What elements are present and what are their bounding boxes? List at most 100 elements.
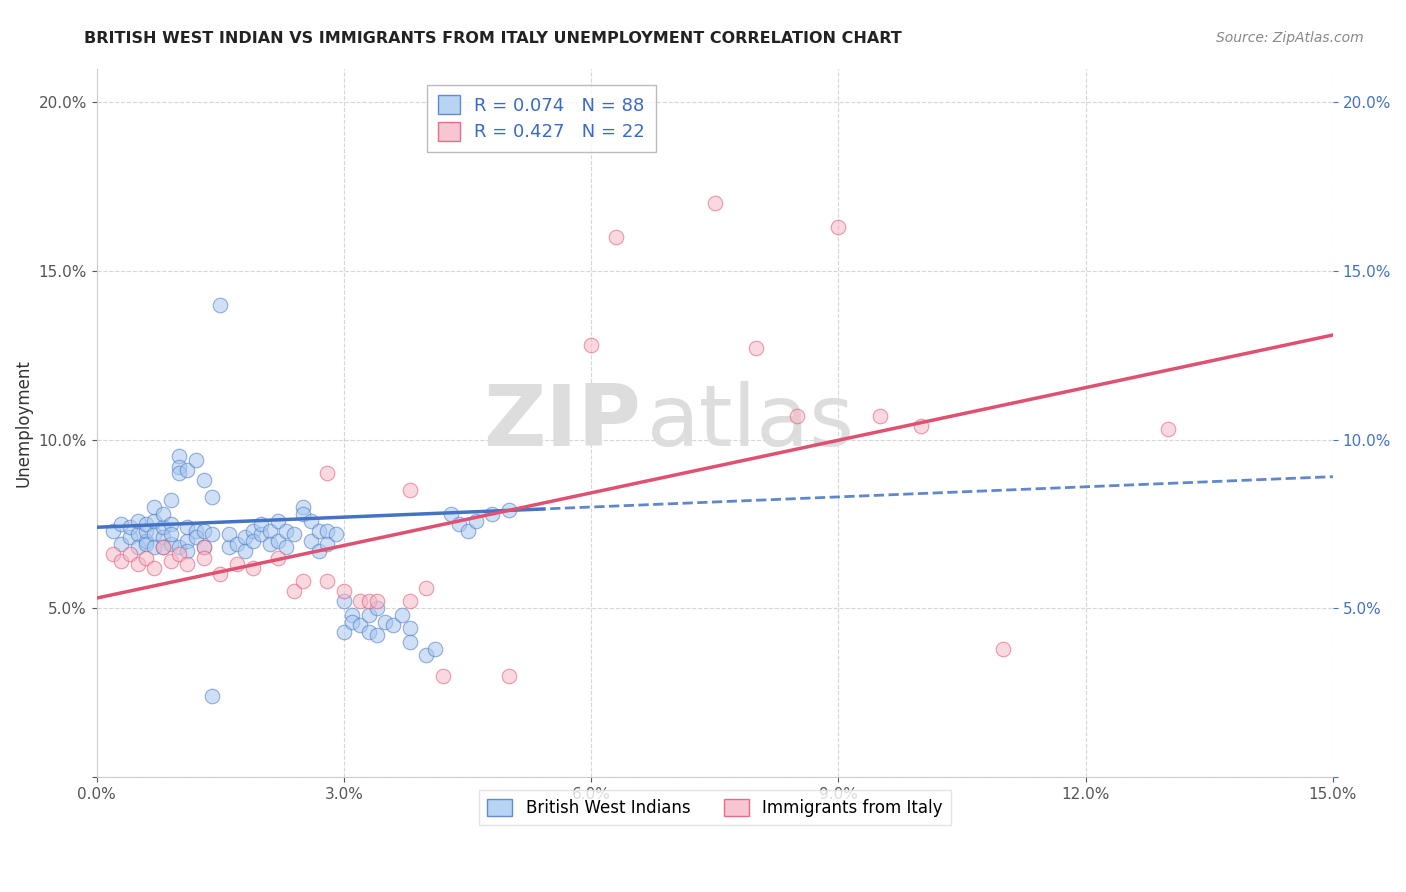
Point <box>176 558 198 572</box>
Point <box>432 668 454 682</box>
Point <box>340 607 363 622</box>
Point <box>225 537 247 551</box>
Point <box>267 533 290 548</box>
Point <box>299 533 322 548</box>
Point <box>357 594 380 608</box>
Point <box>299 514 322 528</box>
Point <box>993 641 1015 656</box>
Point <box>250 527 273 541</box>
Point <box>357 624 380 639</box>
Point <box>374 615 396 629</box>
Point <box>464 514 486 528</box>
Point <box>498 503 520 517</box>
Point <box>827 220 849 235</box>
Point <box>283 584 305 599</box>
Point <box>398 622 420 636</box>
Point <box>276 541 298 555</box>
Point <box>118 520 141 534</box>
Point <box>184 530 207 544</box>
Point <box>340 615 363 629</box>
Point <box>152 507 174 521</box>
Point <box>167 459 190 474</box>
Point <box>110 537 132 551</box>
Point <box>152 520 174 534</box>
Point <box>869 409 891 423</box>
Point <box>745 342 768 356</box>
Point <box>127 527 149 541</box>
Point <box>135 524 157 538</box>
Point <box>291 574 314 589</box>
Point <box>283 527 305 541</box>
Point <box>193 541 215 555</box>
Point <box>316 524 339 538</box>
Point <box>276 524 298 538</box>
Point <box>209 298 232 312</box>
Point <box>135 533 157 548</box>
Point <box>201 689 224 703</box>
Y-axis label: Unemployment: Unemployment <box>15 359 32 487</box>
Point <box>605 230 627 244</box>
Point <box>233 530 256 544</box>
Point <box>218 527 240 541</box>
Point <box>316 537 339 551</box>
Point <box>308 544 330 558</box>
Point <box>135 550 157 565</box>
Point <box>349 594 371 608</box>
Point <box>316 574 339 589</box>
Point <box>110 554 132 568</box>
Point <box>167 450 190 464</box>
Point <box>259 537 281 551</box>
Point <box>233 544 256 558</box>
Point <box>786 409 808 423</box>
Text: BRITISH WEST INDIAN VS IMMIGRANTS FROM ITALY UNEMPLOYMENT CORRELATION CHART: BRITISH WEST INDIAN VS IMMIGRANTS FROM I… <box>84 31 903 46</box>
Point <box>184 452 207 467</box>
Point <box>242 524 264 538</box>
Point <box>382 618 405 632</box>
Point <box>110 516 132 531</box>
Point <box>440 507 463 521</box>
Point <box>193 473 215 487</box>
Point <box>167 467 190 481</box>
Point <box>143 514 166 528</box>
Point <box>159 493 181 508</box>
Point <box>167 541 190 555</box>
Point <box>135 537 157 551</box>
Point <box>308 524 330 538</box>
Point <box>143 527 166 541</box>
Point <box>449 516 471 531</box>
Point <box>391 607 413 622</box>
Text: atlas: atlas <box>647 381 855 464</box>
Point <box>152 541 174 555</box>
Point <box>242 533 264 548</box>
Point <box>176 544 198 558</box>
Point <box>143 541 166 555</box>
Point <box>333 594 356 608</box>
Point <box>184 524 207 538</box>
Point <box>415 581 437 595</box>
Point <box>101 547 124 561</box>
Point <box>193 550 215 565</box>
Point <box>201 527 224 541</box>
Point <box>143 500 166 514</box>
Point <box>118 547 141 561</box>
Point <box>259 524 281 538</box>
Point <box>159 537 181 551</box>
Point <box>152 530 174 544</box>
Legend: British West Indians, Immigrants from Italy: British West Indians, Immigrants from It… <box>479 790 950 825</box>
Point <box>193 541 215 555</box>
Point <box>209 567 232 582</box>
Point <box>703 196 725 211</box>
Point <box>250 516 273 531</box>
Point <box>316 467 339 481</box>
Point <box>366 628 388 642</box>
Point <box>457 524 479 538</box>
Point <box>159 554 181 568</box>
Point <box>159 516 181 531</box>
Point <box>159 527 181 541</box>
Point <box>349 618 371 632</box>
Point <box>193 524 215 538</box>
Point <box>127 514 149 528</box>
Point <box>267 514 290 528</box>
Point <box>325 527 347 541</box>
Point <box>291 507 314 521</box>
